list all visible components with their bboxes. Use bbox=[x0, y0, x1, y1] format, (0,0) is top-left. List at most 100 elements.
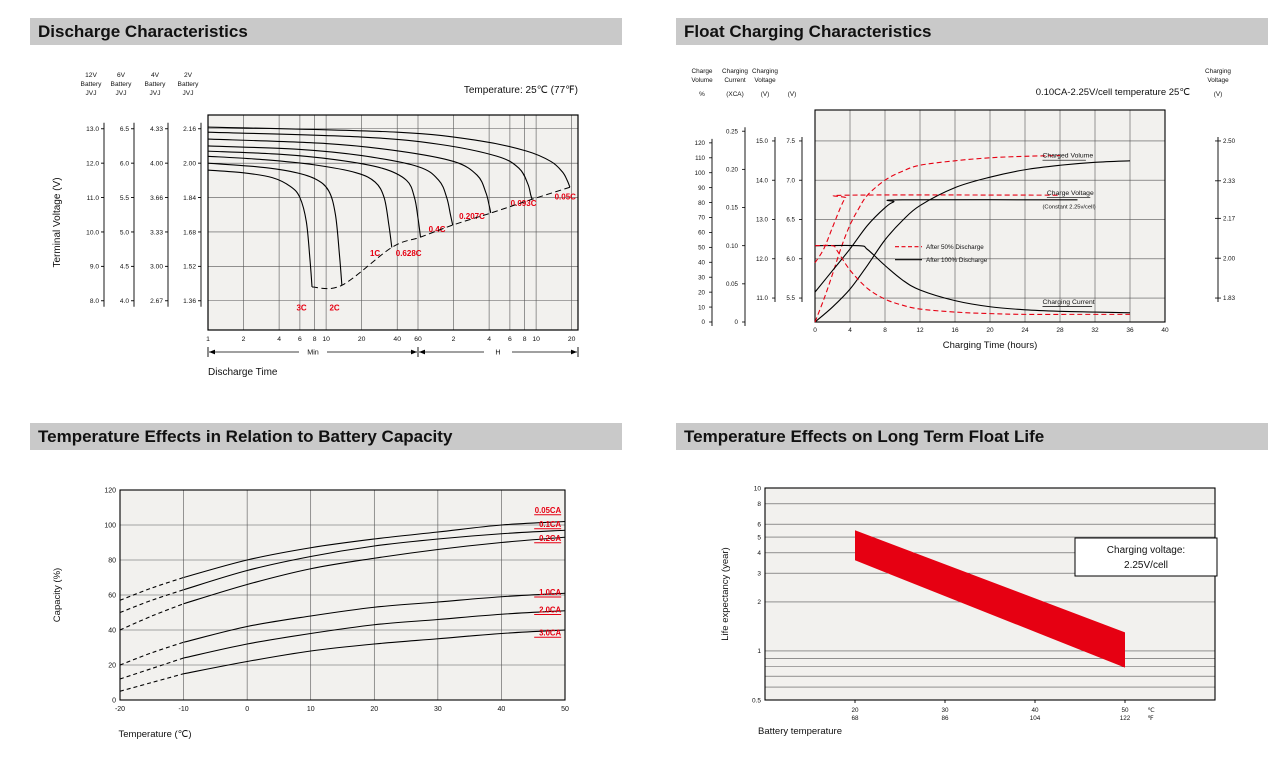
segment-label: H bbox=[495, 348, 500, 357]
x-tick-label: 60 bbox=[414, 336, 422, 343]
x-axis-title: Temperature (℃) bbox=[119, 729, 192, 740]
x-tick-label: 20 bbox=[370, 706, 378, 713]
series-charged-volume-50 bbox=[814, 155, 1061, 323]
x-tick-label: 6 bbox=[508, 336, 512, 343]
plot-border bbox=[814, 109, 1166, 323]
x-tick-label: 0 bbox=[245, 706, 249, 713]
series-charging-current-50 bbox=[814, 244, 1130, 315]
x-tick-label-fahrenheit: 86 bbox=[941, 715, 949, 722]
series-0.093C bbox=[207, 131, 533, 200]
series-charge-voltage-50 bbox=[814, 194, 1061, 263]
x-unit-fahrenheit: ℉ bbox=[1148, 715, 1154, 722]
float-life-chart: 1086543210.5206830864010450122℃℉Charging… bbox=[720, 485, 1218, 737]
series-dashed-3.0CA bbox=[119, 673, 184, 692]
x-tick-label: 10 bbox=[307, 706, 315, 713]
y-scale-header: 2V bbox=[184, 72, 193, 79]
annotation-line-1: Charging voltage: bbox=[1107, 545, 1185, 556]
series-0.05C bbox=[207, 126, 571, 188]
y-scale-header: Battery bbox=[145, 81, 167, 88]
in-plot-label: Charged Volume bbox=[1043, 153, 1094, 160]
temperature-annotation: Temperature: 25℃ (77℉) bbox=[464, 85, 578, 96]
scale-tick-label-volume: 10 bbox=[698, 304, 705, 311]
x-tick-label: -10 bbox=[179, 706, 189, 713]
series-0.2CA bbox=[183, 536, 566, 605]
scale-tick-label-volume: 120 bbox=[695, 140, 706, 147]
series-3C bbox=[207, 169, 313, 288]
series-label-0.1CA: 0.1CA bbox=[539, 520, 561, 529]
legend-label: After 50% Discharge bbox=[926, 244, 984, 251]
scale-tick-label-volume: 80 bbox=[698, 200, 705, 207]
arrowhead-left bbox=[419, 349, 426, 355]
scale-tick-label-volume: 60 bbox=[698, 230, 705, 237]
scale-tick-label-volume: 50 bbox=[698, 245, 705, 252]
scale-header-cell: Voltage bbox=[1207, 77, 1229, 84]
scale-header-current: Current bbox=[724, 77, 746, 84]
series-label-2.0CA: 2.0CA bbox=[539, 606, 561, 615]
scale-tick-label-cell: 2.33 bbox=[1223, 178, 1236, 185]
x-tick-label: 0 bbox=[813, 327, 817, 334]
y-scale-header: 12V bbox=[85, 72, 97, 79]
scale-tick-label-voltage12: 13.0 bbox=[756, 217, 769, 224]
y-scale-header: 6V bbox=[117, 72, 126, 79]
series-1.0CA bbox=[183, 592, 566, 643]
y-scale-tick-label: 1.36 bbox=[183, 298, 196, 305]
annotation-line-2: 2.25V/cell bbox=[1124, 560, 1168, 571]
y-tick-label: 120 bbox=[104, 487, 116, 494]
series-label-0.207C: 0.207C bbox=[459, 212, 485, 221]
plot-border bbox=[764, 487, 1216, 701]
cutoff-voltage-locus bbox=[312, 186, 571, 290]
scale-tick-label-volume: 20 bbox=[698, 289, 705, 296]
in-plot-label: Charge Voltage bbox=[1047, 190, 1094, 197]
y-tick-label: 40 bbox=[108, 627, 116, 634]
x-axis-title: Battery temperature bbox=[758, 726, 842, 737]
arrowhead-right bbox=[411, 349, 418, 355]
scale-tick-label-voltage12: 15.0 bbox=[756, 138, 769, 145]
x-tick-label: 40 bbox=[393, 336, 401, 343]
y-scale-tick-label: 4.00 bbox=[150, 160, 163, 167]
series-label-0.05CA: 0.05CA bbox=[535, 506, 562, 515]
series-3.0CA bbox=[183, 629, 566, 675]
y-scale-tick-label: 3.33 bbox=[150, 229, 163, 236]
scale-tick-label-cell: 2.17 bbox=[1223, 216, 1236, 223]
series-1C bbox=[207, 155, 393, 248]
y-tick-label: 1 bbox=[757, 648, 761, 655]
scale-tick-label-volume: 110 bbox=[695, 155, 705, 162]
scale-header-current: (XCA) bbox=[726, 91, 743, 98]
y-scale-tick-label: 2.67 bbox=[150, 298, 163, 305]
series-0.207C bbox=[207, 138, 492, 214]
series-0.1CA bbox=[183, 529, 566, 591]
scale-header-voltage12: (V) bbox=[761, 91, 770, 98]
annotation-box bbox=[1074, 537, 1218, 577]
series-label-0.4C: 0.4C bbox=[429, 225, 446, 234]
x-tick-label: 40 bbox=[498, 706, 506, 713]
y-scale-tick-label: 1.84 bbox=[183, 195, 196, 202]
x-tick-label: 12 bbox=[916, 327, 924, 334]
scale-tick-label-volume: 70 bbox=[698, 215, 705, 222]
scale-header-voltage12: Charging bbox=[752, 68, 778, 75]
x-tick-label: 2 bbox=[242, 336, 246, 343]
series-charged-volume-100 bbox=[814, 160, 1131, 323]
x-tick-label-fahrenheit: 68 bbox=[851, 715, 859, 722]
y-scale-tick-label: 11.0 bbox=[87, 195, 100, 202]
y-scale-tick-label: 4.33 bbox=[150, 126, 163, 133]
series-2.0CA bbox=[183, 610, 566, 659]
series-label-0.05C: 0.05C bbox=[555, 192, 577, 201]
y-scale-header: Battery bbox=[111, 81, 133, 88]
y-scale-tick-label: 5.5 bbox=[120, 195, 129, 202]
y-scale-header: 4V bbox=[151, 72, 160, 79]
series-2C bbox=[207, 162, 343, 286]
series-charging-current-100 bbox=[814, 244, 1131, 314]
x-tick-label: 20 bbox=[358, 336, 366, 343]
series-0.05CA bbox=[183, 520, 566, 579]
y-tick-label: 3 bbox=[757, 571, 761, 578]
x-axis-title: Discharge Time bbox=[208, 367, 278, 378]
x-tick-label: 36 bbox=[1126, 327, 1134, 334]
x-tick-label: 40 bbox=[1161, 327, 1169, 334]
scale-tick-label-voltage12: 11.0 bbox=[756, 295, 768, 302]
arrowhead-right bbox=[571, 349, 577, 355]
scale-header-cell: Charging bbox=[1205, 68, 1231, 75]
panel-title-float-life: Temperature Effects on Long Term Float L… bbox=[676, 423, 1268, 450]
y-axis-title: Life expectancy (year) bbox=[720, 547, 731, 640]
scale-tick-label-volume: 90 bbox=[698, 185, 705, 192]
